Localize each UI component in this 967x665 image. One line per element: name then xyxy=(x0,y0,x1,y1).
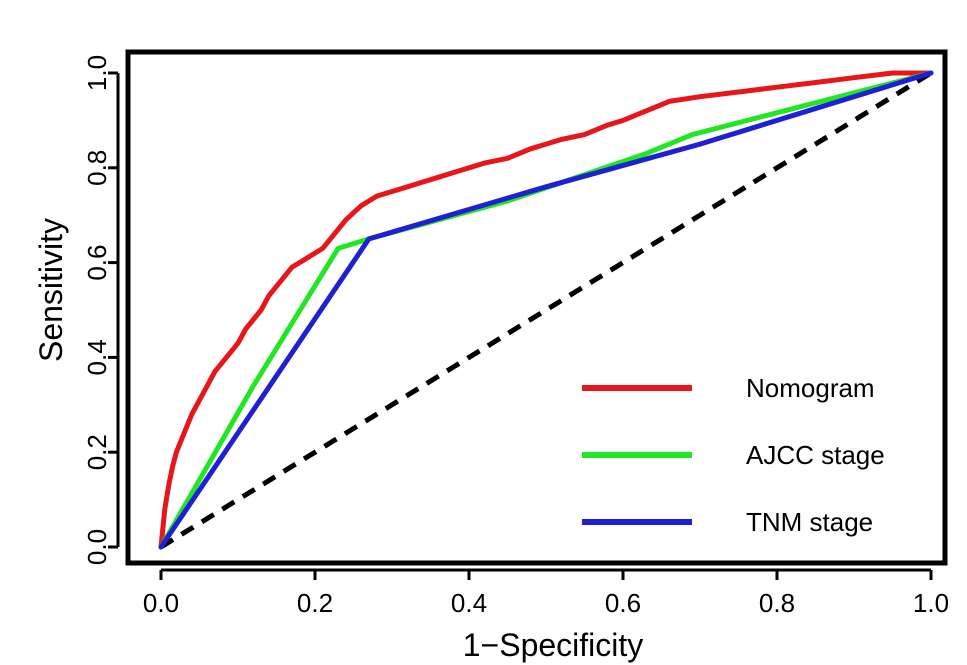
x-tick-label: 0.0 xyxy=(143,588,179,618)
curves-layer xyxy=(158,70,934,550)
y-tick-label: 0.8 xyxy=(82,150,112,186)
y-tick-label: 0.6 xyxy=(82,245,112,281)
y-tick-label: 0.2 xyxy=(82,434,112,470)
x-tick-label: 0.6 xyxy=(605,588,641,618)
series-line-tnm-stage xyxy=(158,70,934,550)
y-axis-label: Sensitivity xyxy=(33,218,69,362)
legend-label-tnm-stage: TNM stage xyxy=(746,507,873,537)
legend-label-ajcc-stage: AJCC stage xyxy=(746,440,885,470)
series-line-nomogram xyxy=(158,70,934,550)
x-tick-label: 0.8 xyxy=(759,588,795,618)
y-axis: 0.0 0.2 0.4 0.6 0.8 1.0 xyxy=(82,55,120,565)
y-tick-label: 1.0 xyxy=(82,55,112,91)
x-axis-label: 1−Specificity xyxy=(463,627,644,663)
legend-label-nomogram: Nomogram xyxy=(746,373,875,403)
series-line-reference-diagonal xyxy=(159,70,933,550)
x-tick-label: 1.0 xyxy=(913,588,949,618)
legend: Nomogram AJCC stage TNM stage xyxy=(582,373,885,537)
y-tick-label: 0.4 xyxy=(82,339,112,375)
x-tick-label: 0.2 xyxy=(297,588,333,618)
x-axis: 0.0 0.2 0.4 0.6 0.8 1.0 xyxy=(143,568,949,618)
x-tick-label: 0.4 xyxy=(451,588,487,618)
plot-frame xyxy=(125,49,948,566)
y-tick-label: 0.0 xyxy=(82,529,112,565)
